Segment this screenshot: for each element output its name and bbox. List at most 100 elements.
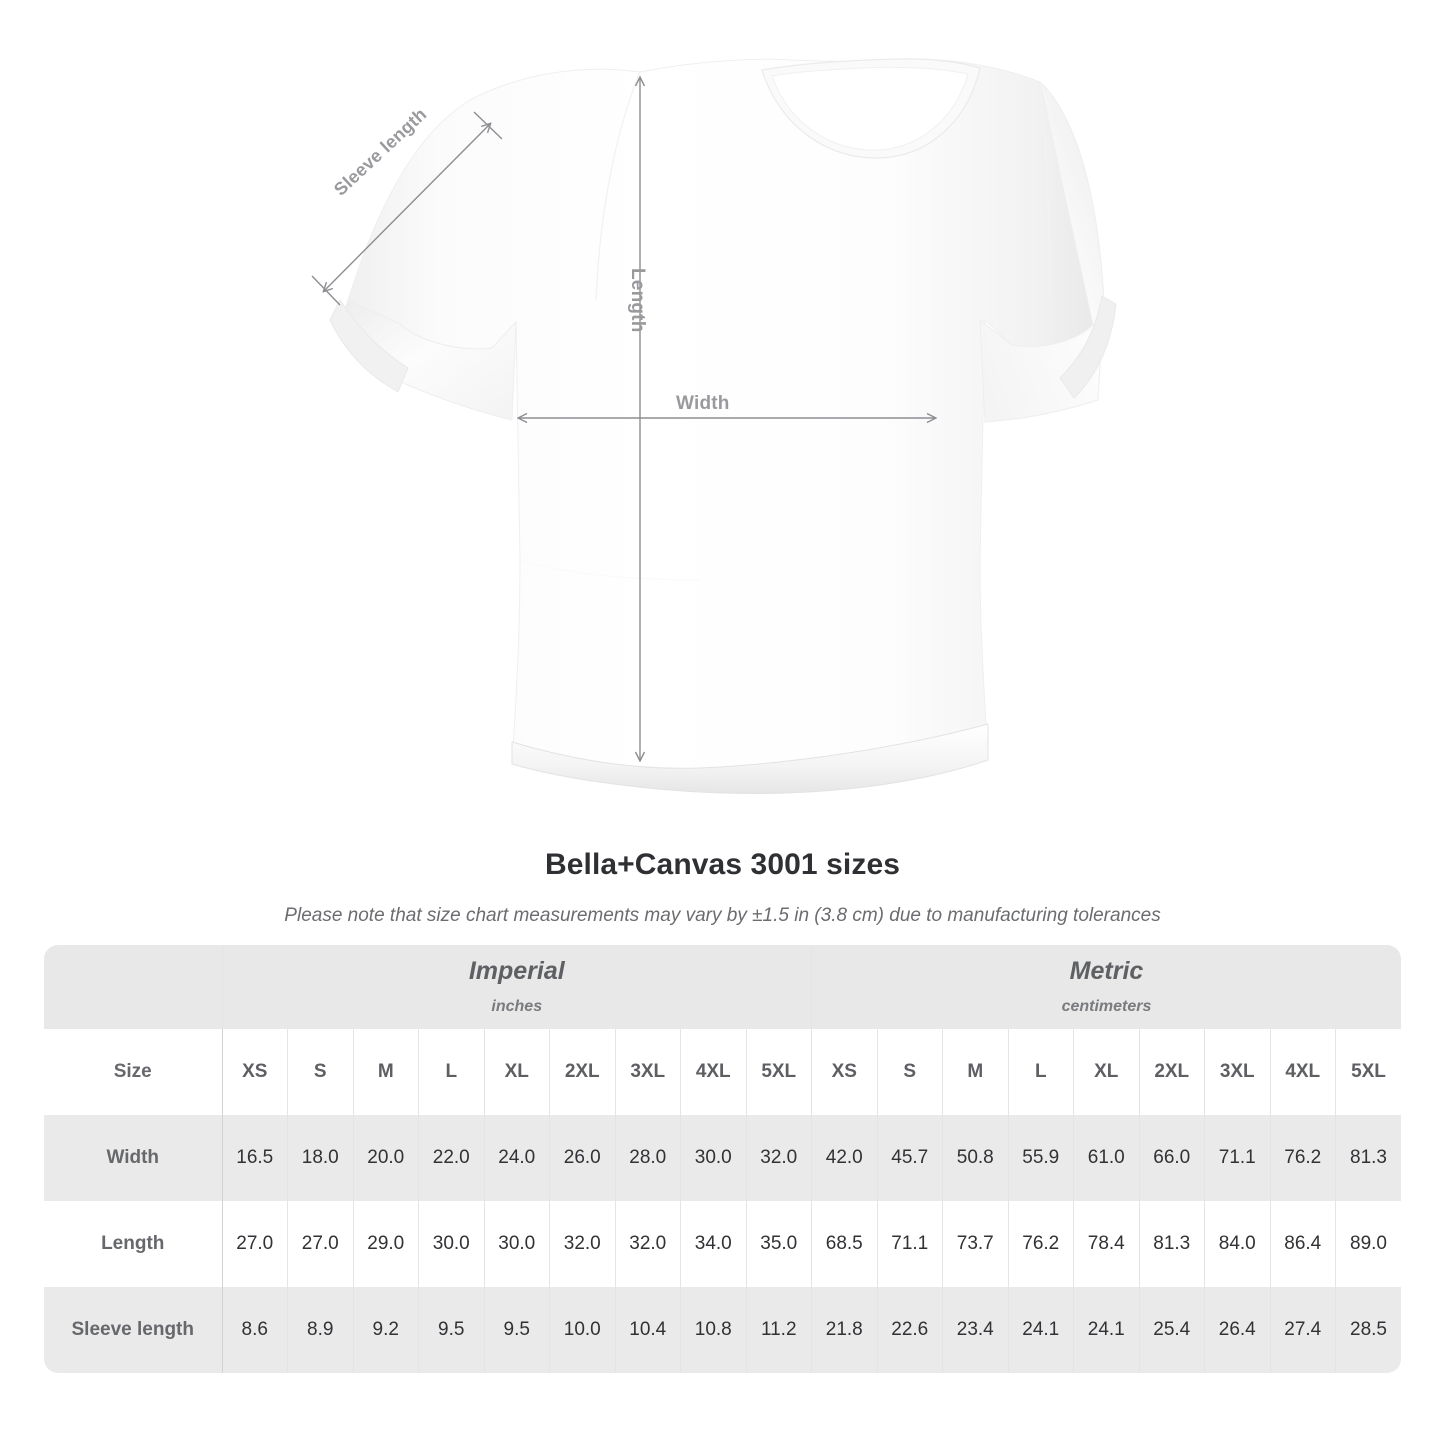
cell-sleeve-length-s-cm: 22.6 <box>877 1287 943 1373</box>
garment-diagram: Sleeve length Length Width <box>311 58 1117 794</box>
cell-width-2xl-in: 26.0 <box>549 1115 616 1201</box>
cell-sleeve-length-4xl-in: 10.8 <box>680 1287 747 1373</box>
cell-width-4xl-cm: 76.2 <box>1270 1115 1336 1201</box>
cell-length-m-in: 29.0 <box>353 1201 419 1287</box>
cell-length-2xl-cm: 81.3 <box>1139 1201 1205 1287</box>
size-header-m-metric: M <box>942 1029 1009 1115</box>
sleeve-tick-bottom <box>311 275 341 306</box>
width-label: Width <box>676 393 730 414</box>
cell-length-3xl-cm: 84.0 <box>1204 1201 1271 1287</box>
cell-sleeve-length-xs-in: 8.6 <box>222 1287 288 1373</box>
cell-sleeve-length-xs-cm: 21.8 <box>811 1287 878 1373</box>
cell-length-3xl-in: 32.0 <box>615 1201 681 1287</box>
row-label-sleeve-length: Sleeve length <box>44 1287 223 1373</box>
size-header-5xl-metric: 5XL <box>1335 1029 1401 1115</box>
cell-sleeve-length-3xl-cm: 26.4 <box>1204 1287 1271 1373</box>
cell-sleeve-length-2xl-in: 10.0 <box>549 1287 616 1373</box>
table-row: Length 27.0 27.0 29.0 30.0 30.0 32.0 32.0 34.0 3… <box>44 1201 1401 1287</box>
cell-length-4xl-cm: 86.4 <box>1270 1201 1336 1287</box>
cell-width-l-in: 22.0 <box>418 1115 485 1201</box>
cell-length-5xl-in: 35.0 <box>746 1201 812 1287</box>
size-header-xl-imperial: XL <box>484 1029 550 1115</box>
cell-width-4xl-in: 30.0 <box>680 1115 747 1201</box>
size-header-4xl-imperial: 4XL <box>680 1029 747 1115</box>
size-header-m-imperial: M <box>353 1029 419 1115</box>
cell-sleeve-length-xl-in: 9.5 <box>484 1287 550 1373</box>
cell-sleeve-length-l-in: 9.5 <box>418 1287 485 1373</box>
size-header-5xl-imperial: 5XL <box>746 1029 812 1115</box>
cell-width-5xl-in: 32.0 <box>746 1115 812 1201</box>
unit-group-spacer <box>44 945 223 1029</box>
cell-width-3xl-in: 28.0 <box>615 1115 681 1201</box>
cell-sleeve-length-2xl-cm: 25.4 <box>1139 1287 1205 1373</box>
sleeve-length-arrow <box>324 124 490 291</box>
cell-length-xs-in: 27.0 <box>222 1201 288 1287</box>
cell-length-xs-cm: 68.5 <box>811 1201 878 1287</box>
cell-sleeve-length-5xl-in: 11.2 <box>746 1287 812 1373</box>
cell-length-4xl-in: 34.0 <box>680 1201 747 1287</box>
cell-width-2xl-cm: 66.0 <box>1139 1115 1205 1201</box>
sleeve-tick-top <box>473 111 503 140</box>
size-header-2xl-imperial: 2XL <box>549 1029 616 1115</box>
cell-length-xl-in: 30.0 <box>484 1201 550 1287</box>
table-row: Width 16.5 18.0 20.0 22.0 24.0 26.0 28.0 30.0 32… <box>44 1115 1401 1201</box>
cell-sleeve-length-5xl-cm: 28.5 <box>1335 1287 1401 1373</box>
size-chart-table-wrapper: Imperial inches Metric centimeters Size … <box>44 945 1401 1373</box>
size-header-2xl-metric: 2XL <box>1139 1029 1205 1115</box>
table-row: Sleeve length 8.6 8.9 9.2 9.5 9.5 10.0 10.4 10.… <box>44 1287 1401 1373</box>
cell-length-xl-cm: 78.4 <box>1073 1201 1140 1287</box>
cell-width-m-cm: 50.8 <box>942 1115 1009 1201</box>
heading-block: Bella+Canvas 3001 sizes Please note that… <box>0 848 1445 927</box>
cell-width-m-in: 20.0 <box>353 1115 419 1201</box>
size-header-4xl-metric: 4XL <box>1270 1029 1336 1115</box>
unit-group-imperial: Imperial inches <box>222 945 812 1029</box>
size-header-xs-imperial: XS <box>222 1029 288 1115</box>
tshirt-illustration <box>311 58 1117 794</box>
imperial-unit: inches <box>491 998 543 1016</box>
cell-width-xs-cm: 42.0 <box>811 1115 878 1201</box>
page-title: Bella+Canvas 3001 sizes <box>544 848 901 881</box>
size-header-3xl-imperial: 3XL <box>615 1029 681 1115</box>
size-header-s-metric: S <box>877 1029 943 1115</box>
size-header-xl-metric: XL <box>1073 1029 1140 1115</box>
row-label-length: Length <box>44 1201 223 1287</box>
metric-name: Metric <box>1069 956 1144 985</box>
size-header-xs-metric: XS <box>811 1029 878 1115</box>
cell-sleeve-length-l-cm: 24.1 <box>1008 1287 1074 1373</box>
unit-group-metric: Metric centimeters <box>811 945 1401 1029</box>
cell-sleeve-length-4xl-cm: 27.4 <box>1270 1287 1336 1373</box>
cell-width-xl-in: 24.0 <box>484 1115 550 1201</box>
cell-length-2xl-in: 32.0 <box>549 1201 616 1287</box>
cell-length-m-cm: 73.7 <box>942 1201 1009 1287</box>
cell-width-3xl-cm: 71.1 <box>1204 1115 1271 1201</box>
cell-length-l-cm: 76.2 <box>1008 1201 1074 1287</box>
cell-sleeve-length-3xl-in: 10.4 <box>615 1287 681 1373</box>
cell-length-s-cm: 71.1 <box>877 1201 943 1287</box>
cell-length-l-in: 30.0 <box>418 1201 485 1287</box>
size-header-s-imperial: S <box>287 1029 354 1115</box>
unit-group-row: Imperial inches Metric centimeters <box>44 945 1401 1029</box>
length-label: Length <box>627 268 648 333</box>
cell-width-s-in: 18.0 <box>287 1115 354 1201</box>
cell-sleeve-length-m-cm: 23.4 <box>942 1287 1009 1373</box>
cell-length-5xl-cm: 89.0 <box>1335 1201 1401 1287</box>
size-column-header: Size <box>44 1029 223 1115</box>
cell-width-s-cm: 45.7 <box>877 1115 943 1201</box>
metric-unit: centimeters <box>1061 998 1152 1016</box>
cell-width-l-cm: 55.9 <box>1008 1115 1074 1201</box>
cell-sleeve-length-xl-cm: 24.1 <box>1073 1287 1140 1373</box>
table-header-row: Size XS S M L XL 2XL 3XL 4XL 5XL XS S M L XL 2XL 3XL 4XL… <box>44 1029 1401 1115</box>
size-chart-table: Imperial inches Metric centimeters Size … <box>44 945 1401 1373</box>
size-header-3xl-metric: 3XL <box>1204 1029 1271 1115</box>
size-header-l-imperial: L <box>418 1029 485 1115</box>
row-label-width: Width <box>44 1115 223 1201</box>
measurement-arrows <box>311 78 935 760</box>
cell-length-s-in: 27.0 <box>287 1201 354 1287</box>
size-header-l-metric: L <box>1008 1029 1074 1115</box>
cell-sleeve-length-s-in: 8.9 <box>287 1287 354 1373</box>
imperial-name: Imperial <box>468 956 565 985</box>
tolerance-note: Please note that size chart measurements… <box>284 905 1161 926</box>
cell-width-xs-in: 16.5 <box>222 1115 288 1201</box>
cell-width-5xl-cm: 81.3 <box>1335 1115 1401 1201</box>
tshirt-body-shape <box>329 58 1117 794</box>
